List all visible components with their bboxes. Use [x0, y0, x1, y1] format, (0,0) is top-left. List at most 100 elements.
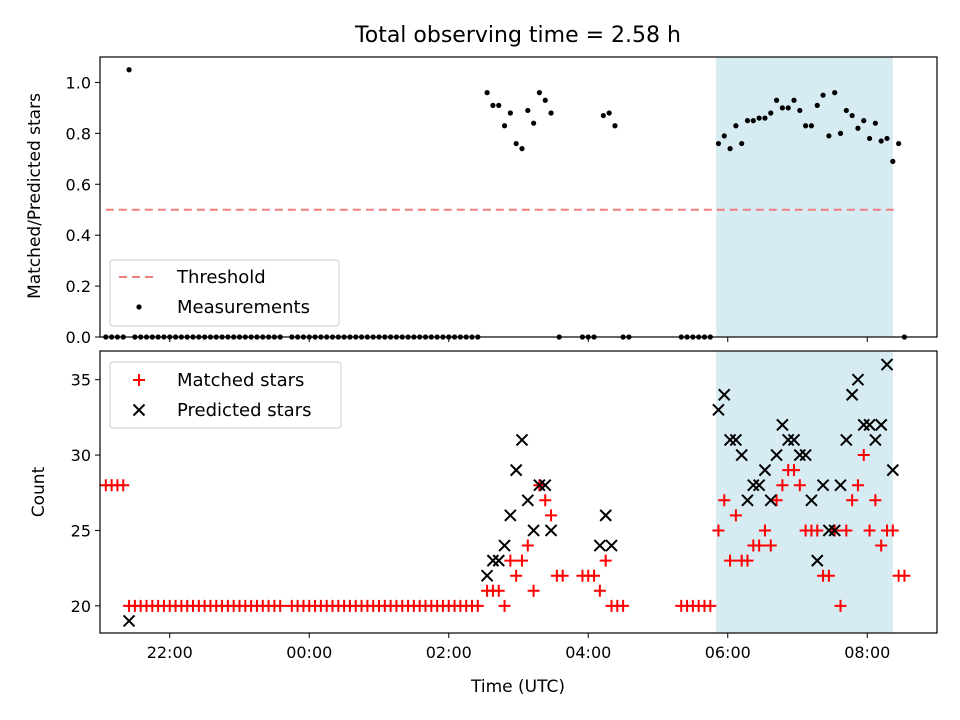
y-tick-label: 35 [71, 371, 91, 390]
predicted-point [886, 463, 900, 477]
matched-point [515, 554, 528, 567]
observing-window-band [716, 351, 893, 633]
predicted-point [521, 494, 535, 507]
measurement-point [525, 107, 531, 114]
legend: Matched stars Predicted stars [109, 361, 342, 429]
predicted-point [845, 388, 859, 401]
predicted-point [816, 479, 830, 492]
predicted-point [492, 554, 505, 567]
legend-box [109, 259, 340, 327]
measurement-point [791, 97, 797, 103]
matched-point [886, 524, 899, 537]
matched-point [834, 599, 847, 612]
predicted-point [787, 433, 801, 447]
predicted-point [764, 494, 777, 507]
matched-point [741, 554, 754, 567]
matched-point [729, 509, 742, 522]
matched-point [274, 599, 287, 612]
measurement-point [803, 123, 809, 129]
y-tick-label: 30 [71, 446, 91, 465]
measurement-point [861, 118, 867, 124]
measurement-point [843, 107, 849, 114]
measurement-point [727, 146, 733, 152]
measurement-point [896, 140, 902, 147]
predicted-point [840, 433, 853, 447]
matched-point [840, 524, 853, 537]
y-tick-label: 1.0 [66, 73, 91, 92]
y-tick-label: 20 [71, 597, 91, 616]
matched-point [793, 479, 806, 492]
predicted-point [712, 403, 725, 417]
x-tick-label: 00:00 [286, 643, 332, 662]
measurement-point [531, 120, 537, 126]
x-tick-label: 02:00 [426, 643, 472, 662]
matched-point [588, 569, 601, 582]
measurement-point [890, 158, 896, 164]
predicted-point [828, 524, 841, 537]
predicted-point [869, 433, 882, 447]
predicted-point [533, 479, 546, 492]
predicted-point [599, 509, 612, 522]
matched-point [822, 569, 835, 582]
matched-point [753, 539, 766, 552]
measurement-point [606, 110, 612, 116]
predicted-point [741, 494, 754, 507]
measurement-point [785, 105, 791, 111]
y-tick-label: 0.8 [66, 124, 91, 143]
x-axis-label: Time (UTC) [470, 677, 565, 697]
top-y-axis-label: Matched/Predicted stars [25, 93, 45, 299]
predicted-point [880, 358, 894, 371]
predicted-point [480, 569, 494, 582]
y-tick-label: 0.6 [66, 175, 91, 194]
y-tick-label: 0.4 [66, 226, 91, 245]
matched-point [556, 569, 569, 582]
legend-measurement-label: Measurements [177, 297, 310, 318]
matched-point [770, 494, 783, 507]
measurement-point [849, 112, 855, 119]
y-tick-label: 0.2 [66, 277, 91, 296]
legend: Threshold Measurements [109, 259, 340, 327]
predicted-point [863, 418, 876, 432]
matched-point [851, 479, 864, 492]
legend-measurement-swatch [136, 304, 142, 310]
predicted-point [122, 614, 136, 628]
chart-title: Total observing time = 2.58 h [354, 23, 681, 48]
measurement-point [126, 67, 132, 73]
predicted-point [498, 539, 511, 552]
matched-point [764, 539, 777, 552]
measurement-point [762, 115, 768, 121]
predicted-point [805, 494, 818, 507]
matched-point [758, 524, 771, 537]
predicted-point [509, 463, 523, 477]
measurement-point [855, 125, 861, 131]
x-tick-label: 08:00 [844, 643, 890, 662]
predicted-point [539, 479, 552, 492]
matched-point [599, 554, 612, 567]
measurement-point [832, 90, 838, 96]
predicted-point [799, 448, 812, 462]
legend-threshold-label: Threshold [176, 267, 266, 288]
matched-point [617, 599, 630, 612]
measurement-point [600, 112, 606, 119]
predicted-point [729, 433, 743, 447]
axes-frame [99, 350, 938, 634]
matched-point [718, 494, 731, 507]
measurement-point [501, 123, 508, 129]
matched-point [704, 599, 717, 612]
axes-frame [99, 56, 938, 338]
matched-point [898, 569, 911, 582]
predicted-point [822, 524, 836, 537]
bottom-panel: 20 25 30 35 22:00 00:00 02:00 04:00 06:00 08:00 Ma… [71, 350, 938, 662]
observing-window-band [716, 57, 893, 337]
matched-point [492, 584, 505, 597]
matched-point [875, 539, 888, 552]
matched-point [846, 494, 859, 507]
matched-point [811, 524, 824, 537]
predicted-point [752, 479, 766, 492]
x-tick-label: 06:00 [705, 643, 751, 662]
measurement-point [507, 110, 513, 116]
legend-matched-label: Matched stars [177, 370, 304, 391]
matched-point [869, 494, 882, 507]
measurement-point [872, 120, 878, 126]
